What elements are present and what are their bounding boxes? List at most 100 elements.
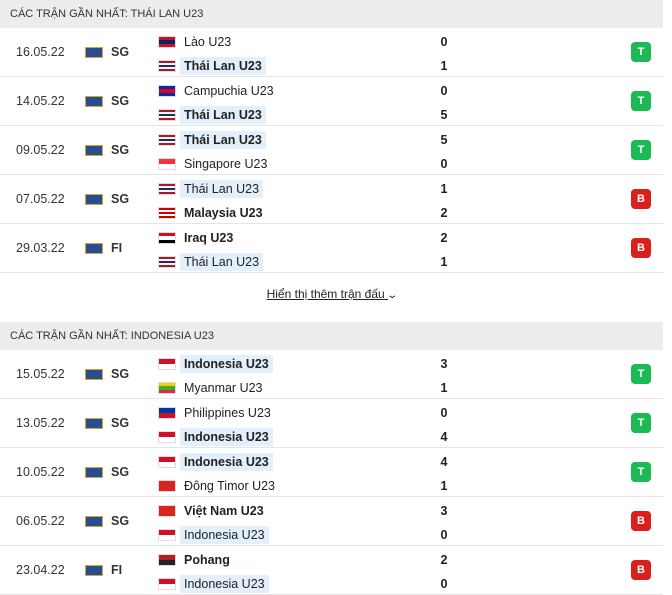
- result-badge: B: [631, 511, 651, 531]
- team-flag: [158, 109, 176, 121]
- team-name: Indonesia U23: [180, 526, 269, 544]
- team-score: 0: [440, 528, 448, 542]
- team-flag: [158, 60, 176, 72]
- team-flag: [158, 578, 176, 590]
- team-name: Campuchia U23: [184, 84, 274, 98]
- team-score: 1: [440, 381, 448, 395]
- team-flag: [158, 256, 176, 268]
- show-more-text[interactable]: Hiển thị thêm trận đấu: [266, 287, 385, 301]
- league-icon: [85, 369, 103, 380]
- match-date: 07.05.22: [16, 192, 65, 206]
- team-name: Indonesia U23: [180, 575, 269, 593]
- result-badge: T: [631, 140, 651, 160]
- team-flag: [158, 36, 176, 48]
- result-badge: B: [631, 238, 651, 258]
- league-name: SG: [111, 192, 130, 206]
- league-name: SG: [111, 143, 130, 157]
- match-row[interactable]: 23.04.22 FI Pohang 2 Indonesia U23 0 B: [0, 546, 663, 595]
- league-name: SG: [111, 416, 130, 430]
- match-date: 13.05.22: [16, 416, 65, 430]
- league-name: SG: [111, 94, 130, 108]
- match-date: 09.05.22: [16, 143, 65, 157]
- team-flag: [158, 505, 176, 517]
- team-flag: [158, 529, 176, 541]
- league-name: SG: [111, 465, 130, 479]
- match-row[interactable]: 09.05.22 SG Thái Lan U23 5 Singapore U23 0 T: [0, 126, 663, 175]
- match-row[interactable]: 16.05.22 SG Lào U23 0 Thái Lan U23 1 T: [0, 28, 663, 77]
- team-name: Philippines U23: [184, 406, 271, 420]
- team-flag: [158, 183, 176, 195]
- team-flag: [158, 232, 176, 244]
- result-badge: T: [631, 462, 651, 482]
- league-icon: [85, 467, 103, 478]
- team-score: 5: [440, 108, 448, 122]
- league-icon: [85, 565, 103, 576]
- match-row[interactable]: 15.05.22 SG Indonesia U23 3 Myanmar U23 1 T: [0, 350, 663, 399]
- league-name: SG: [111, 367, 130, 381]
- league-icon: [85, 145, 103, 156]
- team-name: Myanmar U23: [184, 381, 263, 395]
- team-score: 2: [440, 231, 448, 245]
- league-name: FI: [111, 241, 123, 255]
- match-date: 06.05.22: [16, 514, 65, 528]
- league-name: FI: [111, 563, 123, 577]
- team-flag: [158, 407, 176, 419]
- team-score: 1: [440, 59, 448, 73]
- result-badge: T: [631, 91, 651, 111]
- team-name: Thái Lan U23: [180, 106, 266, 124]
- team-name: Indonesia U23: [180, 428, 273, 446]
- team-name: Indonesia U23: [180, 453, 273, 471]
- league-icon: [85, 516, 103, 527]
- league-name: SG: [111, 45, 130, 59]
- team-score: 2: [440, 206, 448, 220]
- league-icon: [85, 96, 103, 107]
- team-flag: [158, 207, 176, 219]
- team-score: 4: [440, 455, 448, 469]
- result-badge: T: [631, 364, 651, 384]
- team-name: Việt Nam U23: [184, 504, 264, 518]
- league-icon: [85, 418, 103, 429]
- team-score: 3: [440, 504, 448, 518]
- match-date: 15.05.22: [16, 367, 65, 381]
- match-date: 29.03.22: [16, 241, 65, 255]
- team-flag: [158, 554, 176, 566]
- team-name: Thái Lan U23: [180, 131, 266, 149]
- match-row[interactable]: 29.03.22 FI Iraq U23 2 Thái Lan U23 1 B: [0, 224, 663, 273]
- team-flag: [158, 358, 176, 370]
- section-header: CÁC TRẬN GẦN NHẤT: THÁI LAN U23: [0, 0, 663, 28]
- team-score: 1: [440, 182, 448, 196]
- team-flag: [158, 382, 176, 394]
- result-badge: T: [631, 413, 651, 433]
- team-name: Thái Lan U23: [180, 180, 264, 198]
- team-name: Lào U23: [184, 35, 232, 49]
- team-score: 0: [440, 406, 448, 420]
- match-row[interactable]: 06.05.22 SG Việt Nam U23 3 Indonesia U23 0 B: [0, 497, 663, 546]
- match-row[interactable]: 10.05.22 SG Indonesia U23 4 Đông Timor U23 1 T: [0, 448, 663, 497]
- team-flag: [158, 456, 176, 468]
- team-score: 1: [440, 479, 448, 493]
- team-name: Malaysia U23: [184, 206, 263, 220]
- team-flag: [158, 158, 176, 170]
- team-flag: [158, 480, 176, 492]
- league-icon: [85, 194, 103, 205]
- team-score: 1: [440, 255, 448, 269]
- match-row[interactable]: 07.05.22 SG Thái Lan U23 1 Malaysia U23 2 B: [0, 175, 663, 224]
- match-row[interactable]: 14.05.22 SG Campuchia U23 0 Thái Lan U23 5 T: [0, 77, 663, 126]
- team-score: 3: [440, 357, 448, 371]
- result-badge: B: [631, 560, 651, 580]
- team-score: 0: [440, 84, 448, 98]
- team-name: Singapore U23: [184, 157, 268, 171]
- team-flag: [158, 134, 176, 146]
- match-row[interactable]: 13.05.22 SG Philippines U23 0 Indonesia U23 4…: [0, 399, 663, 448]
- team-score: 5: [440, 133, 448, 147]
- team-score: 0: [440, 577, 448, 591]
- chevron-icon[interactable]: ⌄: [386, 290, 399, 301]
- section-header: CÁC TRẬN GẦN NHẤT: INDONESIA U23: [0, 322, 663, 350]
- show-more-link[interactable]: Hiển thị thêm trận đấu ⌄: [0, 287, 663, 301]
- team-flag: [158, 85, 176, 97]
- match-date: 10.05.22: [16, 465, 65, 479]
- team-name: Indonesia U23: [180, 355, 273, 373]
- match-date: 23.04.22: [16, 563, 65, 577]
- league-name: SG: [111, 514, 130, 528]
